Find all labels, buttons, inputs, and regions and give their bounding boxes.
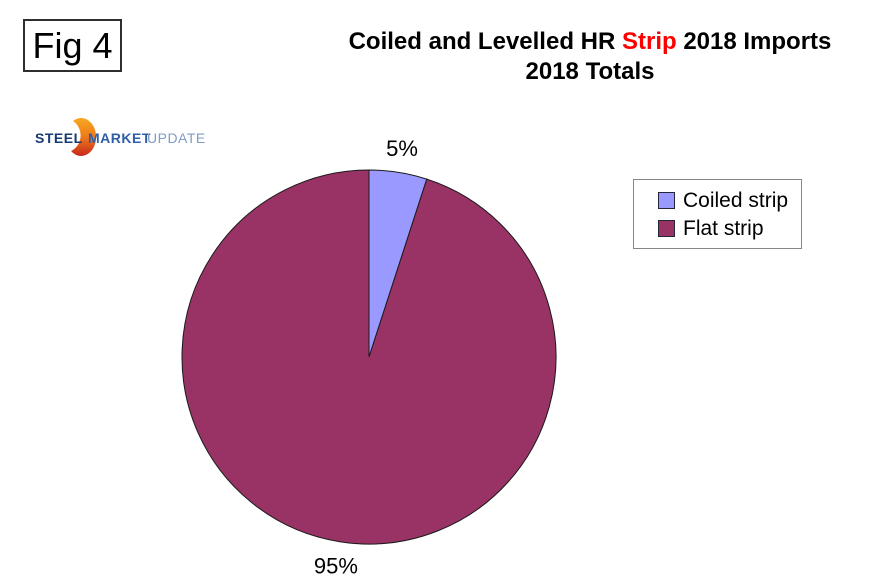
chart-title-line2: 2018 Totals <box>525 58 655 85</box>
smu-logo: STEEL MARKET UPDATE <box>35 118 205 156</box>
figure-label: Fig 4 <box>32 24 113 66</box>
logo-word-market: MARKET <box>88 130 151 146</box>
chart-title: Coiled and Levelled HR Strip 2018 Import… <box>300 27 876 87</box>
title-text-suffix: 2018 Imports <box>676 28 832 55</box>
pie-slice-label-coiled-strip: 5% <box>386 136 418 161</box>
legend-swatch-flat-strip <box>658 219 675 237</box>
figure-label-box: Fig 4 <box>23 19 122 72</box>
chart-title-line1: Coiled and Levelled HR Strip 2018 Import… <box>300 27 876 57</box>
title-text-prefix: Coiled and Levelled HR <box>348 28 622 55</box>
legend-item-flat-strip: Flat strip <box>658 218 801 239</box>
legend-item-coiled-strip: Coiled strip <box>658 190 801 211</box>
pie-slice-flat-strip <box>181 169 557 545</box>
logo-crescent-icon <box>71 118 97 156</box>
logo-word-steel: STEEL <box>35 130 83 146</box>
legend-swatch-coiled-strip <box>658 191 675 209</box>
legend-label: Flat strip <box>683 216 764 240</box>
legend: Coiled strip Flat strip <box>633 179 802 249</box>
title-highlight: Strip <box>621 28 677 55</box>
pie-slice-label-flat-strip: 95% <box>314 553 358 578</box>
legend-label: Coiled strip <box>683 188 789 212</box>
logo-word-update: UPDATE <box>147 130 206 146</box>
